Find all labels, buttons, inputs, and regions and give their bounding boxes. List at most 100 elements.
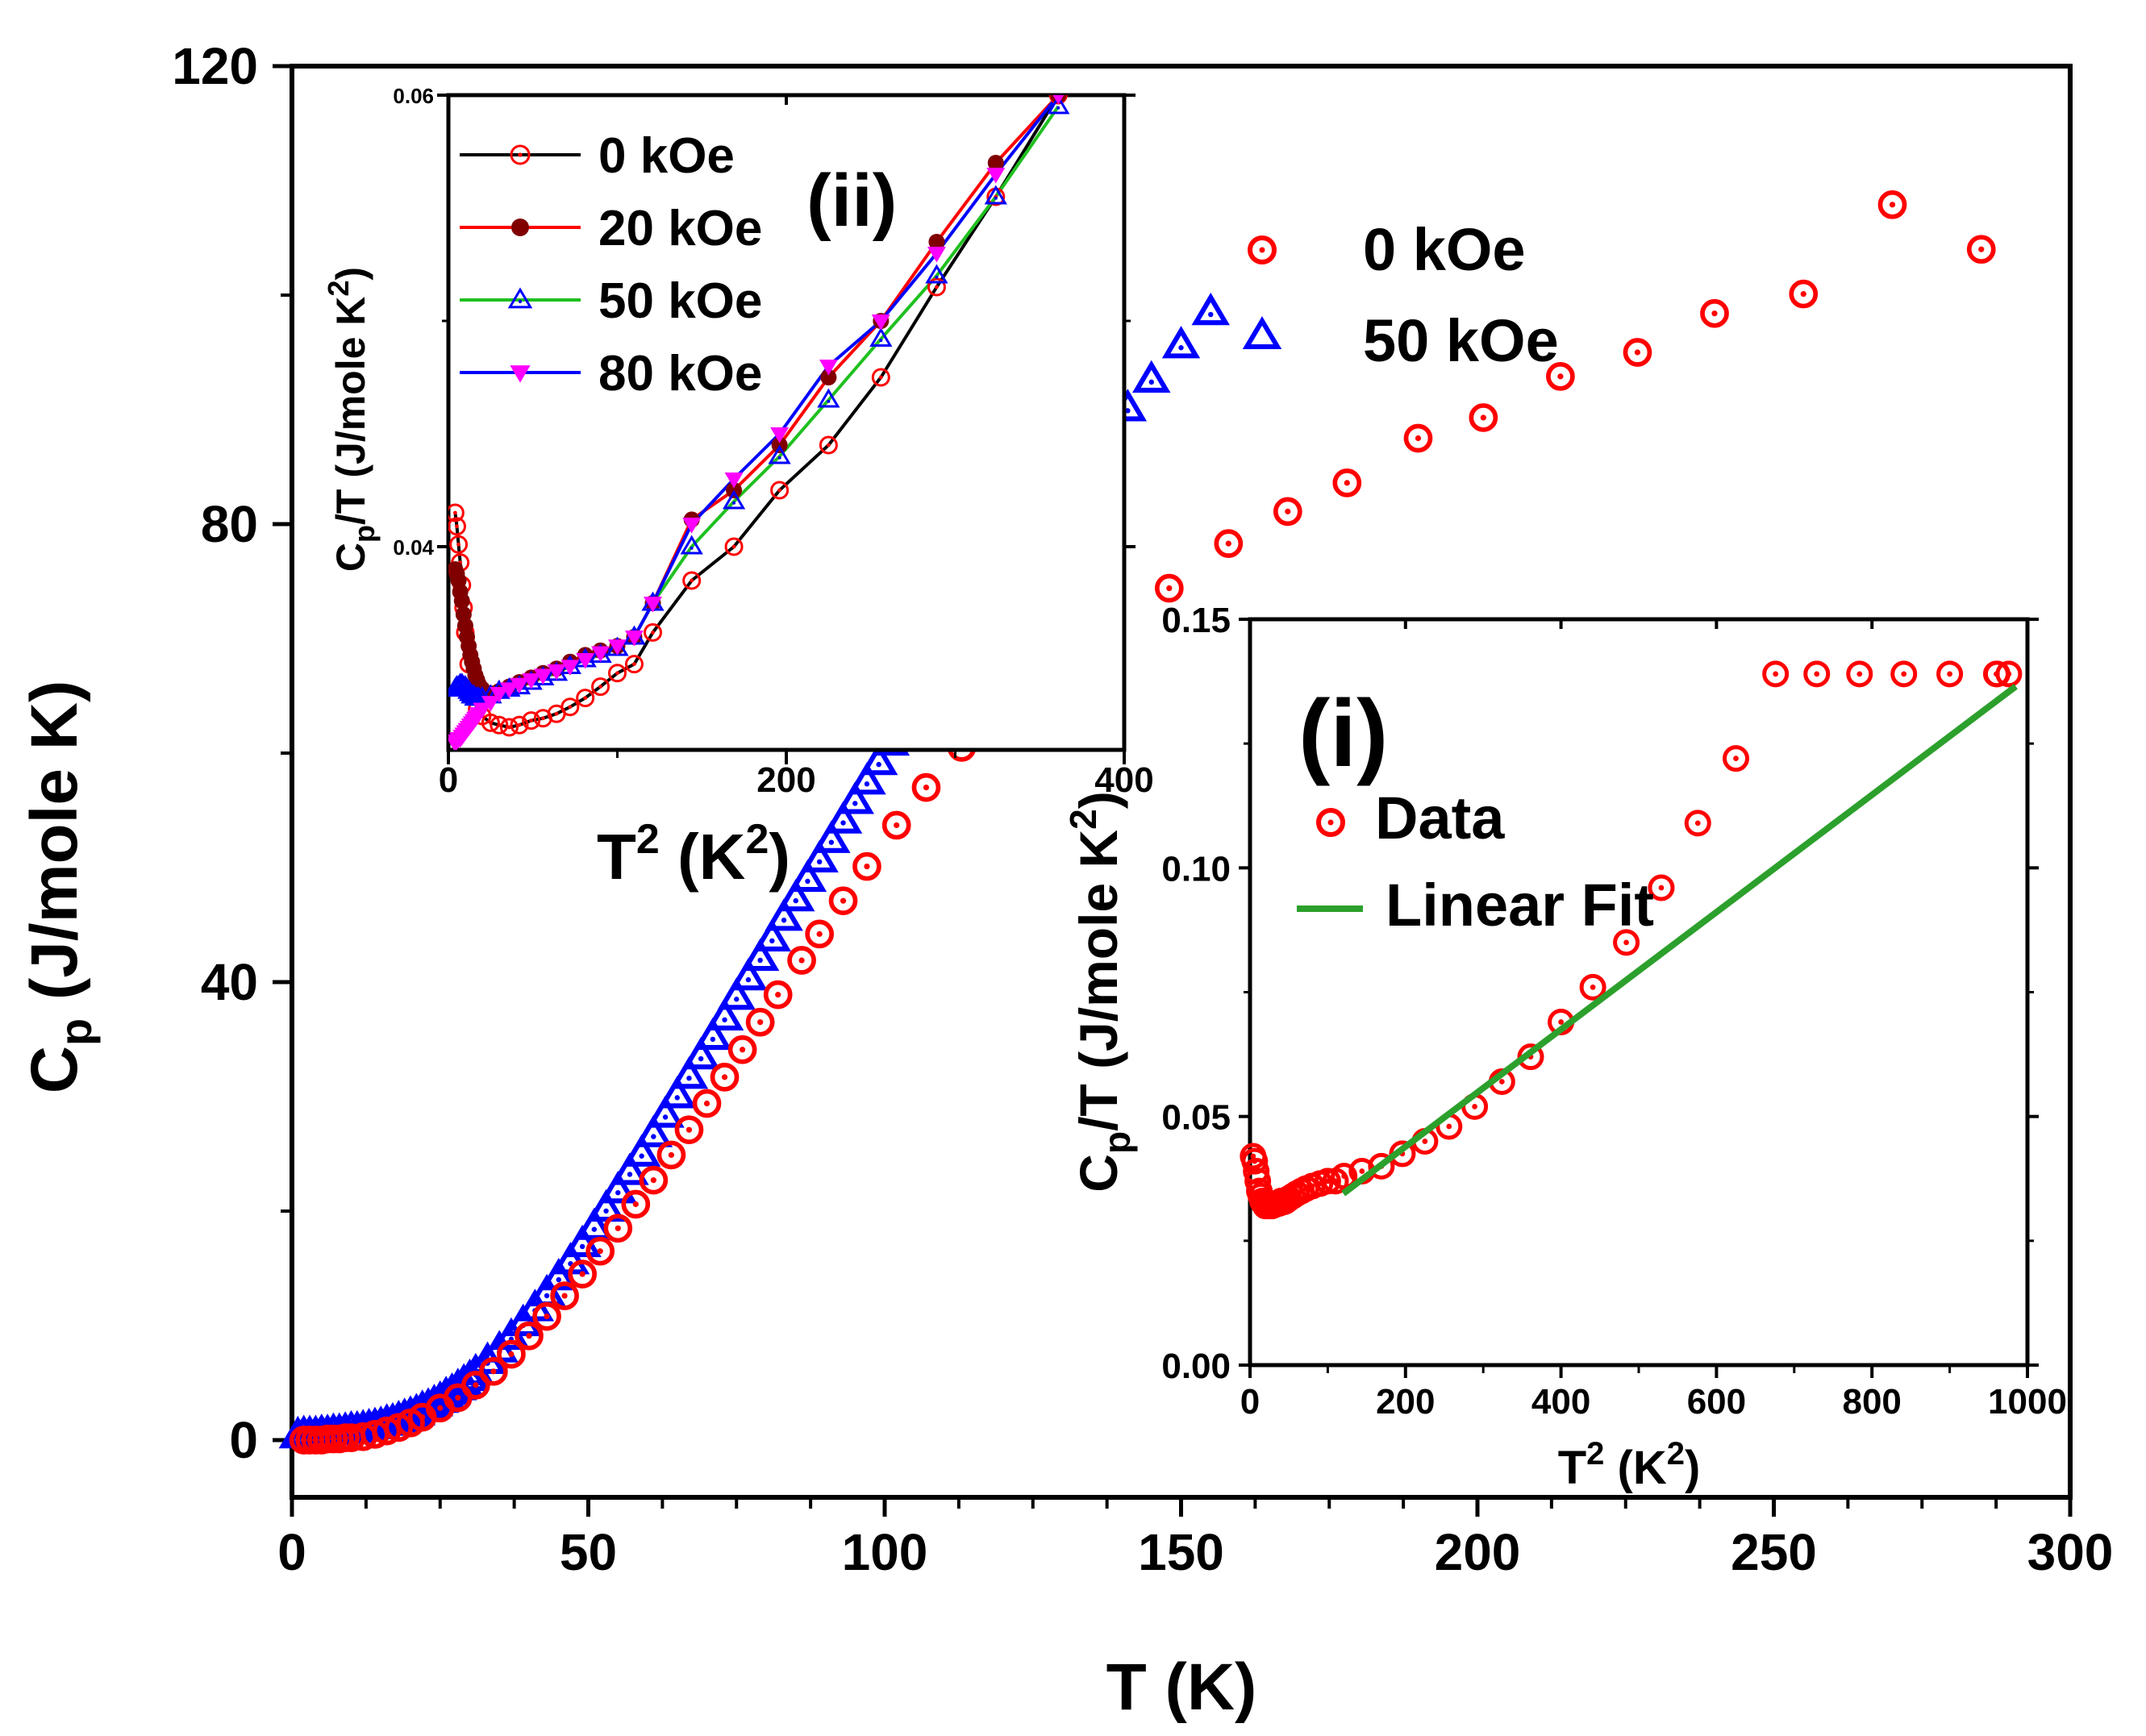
main-point-0-koe-ring: [674, 1115, 704, 1145]
inset-ii-legend-label: 20 kOe: [598, 201, 762, 256]
inset-ii-point-80-koe: [522, 673, 541, 689]
main-point-50-koe-dot: [722, 1017, 727, 1022]
main-point-0-koe: [674, 1115, 704, 1145]
inset-ii-point-20-koe: [820, 369, 837, 385]
main-y-tick-label: 40: [201, 953, 258, 1011]
inset-ii-point-80-koe: [533, 668, 552, 685]
inset-ii-point-80-koe: [624, 630, 644, 647]
main-point-0-koe-ring: [911, 772, 941, 802]
main-point-50-koe-tri: [859, 742, 898, 776]
inset-ii-point-80-koe: [819, 359, 838, 376]
main-point-50-koe-tri: [586, 1189, 626, 1222]
main-point-0-koe-dot: [632, 1201, 639, 1208]
inset-ii-point-50-koe-tri: [722, 489, 746, 510]
main-point-0-koe-ring: [568, 1259, 598, 1288]
inset-ii-point-0-koe: [819, 435, 838, 455]
main-axis-ticks: 0 50 100 150 200 250 300 0 40 80 120: [172, 37, 2113, 1581]
main-y-axis-label: Cp (J/mole K): [18, 681, 101, 1094]
main-point-0-koe: [515, 1321, 544, 1351]
inset-ii-point-80-koe-tri: [643, 596, 662, 613]
main-point-50-koe-tri: [575, 1207, 614, 1240]
inset-ii-panel-label: (ii): [806, 160, 897, 242]
inset-ii-point-0-koe: [449, 535, 469, 554]
main-point-0-koe: [1469, 403, 1498, 432]
main-point-0-koe-ring: [1403, 423, 1433, 453]
inset-ii-point-50-koe-dot: [477, 697, 481, 701]
main-point-0-koe-dot: [650, 1177, 656, 1184]
main-axis-labels: T (K) Cp (J/mole K): [18, 681, 1256, 1724]
inset-ii-point-80-koe-tri: [547, 664, 566, 681]
inset-ii-point-50-koe-dot: [827, 399, 831, 403]
inset-ii-point-50-koe: [1047, 95, 1070, 114]
inset-ii-x-tick-label: 400: [1094, 760, 1153, 800]
main-point-0-koe: [1966, 235, 1996, 264]
main-point-0-koe-ring: [603, 1214, 633, 1243]
main-point-0-koe-dot: [615, 1225, 621, 1231]
main-point-0-koe: [1623, 338, 1652, 367]
inset-i-data-point: [1803, 660, 1831, 688]
main-point-50-koe-tri: [658, 1076, 697, 1109]
main-point-0-koe-ring: [550, 1281, 579, 1310]
main-point-0-koe-dot: [419, 1414, 426, 1421]
main-point-50-koe-dot: [674, 1095, 680, 1101]
inset-ii-point-0-koe-dot: [935, 285, 939, 289]
main-point-0-koe-dot: [923, 785, 930, 791]
main-point-50-koe-dot: [840, 820, 846, 826]
inset-ii-point-80-koe-tri: [608, 639, 627, 656]
main-point-0-koe-ring: [1332, 468, 1362, 497]
inset-ii-point-80-koe-tri: [724, 472, 744, 489]
main-point-50-koe: [586, 1189, 626, 1222]
main-point-0-koe: [497, 1339, 526, 1369]
inset-i-data-point: [1613, 929, 1640, 956]
inset-ii-point-0-koe-dot: [517, 722, 522, 727]
inset-ii-legend-marker-dot: [518, 152, 523, 157]
main-point-50-koe: [610, 1152, 649, 1185]
main-point-50-koe-tri: [835, 781, 874, 814]
inset-ii-point-50-koe: [984, 185, 1007, 205]
main-point-50-koe: [835, 781, 874, 814]
inset-i-data-point-ring: [1613, 929, 1640, 956]
main-point-50-koe: [646, 1095, 685, 1128]
inset-ii-point-80-koe-tri: [927, 246, 946, 263]
main-point-50-koe-tri: [800, 839, 839, 872]
main-point-0-koe: [1154, 573, 1184, 603]
inset-ii-point-80-koe-tri: [490, 686, 509, 703]
main-point-50-koe-dot: [1148, 379, 1154, 385]
main-point-0-koe-dot: [685, 1126, 693, 1133]
inset-ii-point-80-koe: [547, 664, 566, 681]
inset-ii-point-50-koe: [817, 388, 840, 408]
inset-ii-point-0-koe: [448, 517, 466, 536]
inset-i-y-tick-label: 0.10: [1161, 849, 1231, 889]
inset-i-data-point-dot: [1901, 671, 1907, 677]
inset-i-axis-ticks: 0 200 400 600 800 1000 0.00 0.05 0.10 0.15: [1161, 601, 2067, 1422]
inset-ii-point-0-koe-ring: [871, 368, 890, 387]
main-point-50-koe-tri: [598, 1171, 637, 1204]
inset-i-data-point: [1314, 1168, 1341, 1195]
inset-ii-legend-marker: [507, 287, 533, 309]
inset-i-chart: 0 200 400 600 800 1000 0.00 0.05 0.10 0.15 (i) Da…: [1062, 601, 2067, 1494]
main-point-50-koe-dot: [698, 1055, 704, 1062]
inset-ii-point-0-koe-dot: [568, 705, 573, 710]
main-y-tick-label: 120: [172, 37, 258, 95]
main-point-0-koe-dot: [1225, 540, 1231, 547]
main-point-0-koe-dot: [1800, 290, 1806, 298]
main-point-50-koe-dot: [710, 1036, 716, 1043]
inset-i-data-point-dot: [1658, 885, 1665, 891]
inset-i-legend-fit-label: Linear Fit: [1386, 872, 1654, 939]
inset-ii-point-80-koe: [770, 427, 790, 443]
main-point-0-koe: [532, 1301, 561, 1331]
main-point-50-koe: [752, 918, 792, 951]
inset-ii-point-0-koe-ring: [770, 481, 790, 500]
main-point-0-koe-dot: [1634, 349, 1641, 356]
main-point-50-koe-tri: [705, 997, 744, 1030]
main-point-50-koe-tri: [717, 977, 756, 1010]
main-point-0-koe-dot: [597, 1248, 603, 1255]
inset-i-data-point-dot: [1856, 671, 1863, 677]
main-point-0-koe-dot: [473, 1382, 479, 1388]
inset-ii-point-0-koe-ring: [682, 571, 702, 590]
main-point-0-koe: [852, 851, 881, 881]
inset-ii-x-axis-label: T2 (K2): [597, 816, 790, 893]
main-point-0-koe-ring: [639, 1165, 669, 1195]
main-point-50-koe: [1132, 360, 1171, 393]
inset-ii-point-0-koe-dot: [878, 375, 883, 380]
